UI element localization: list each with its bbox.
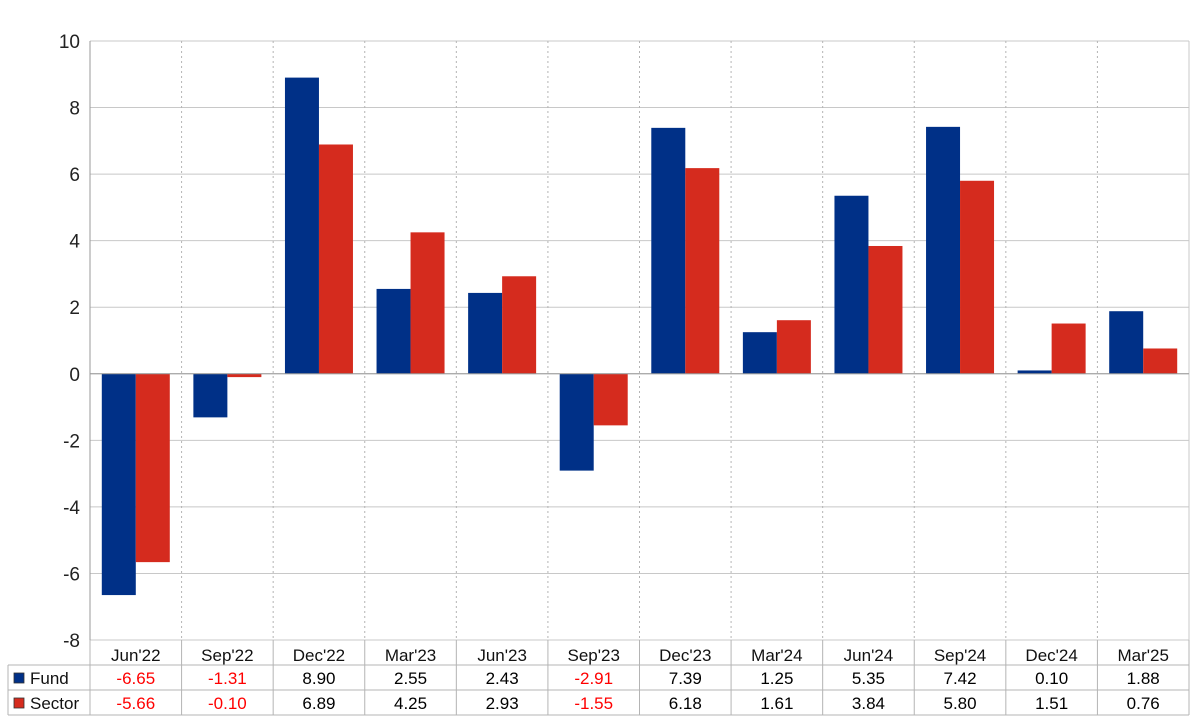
bar-fund: [1017, 370, 1052, 374]
bar-sector: [868, 245, 903, 374]
data-label-fund: 5.35: [852, 669, 885, 688]
data-label-fund: 7.39: [669, 669, 702, 688]
bar-fund: [468, 292, 503, 374]
data-label-fund: 0.10: [1035, 669, 1068, 688]
y-tick-label: -6: [63, 564, 80, 585]
data-label-fund: 8.90: [302, 669, 335, 688]
data-label-sector: 2.93: [486, 694, 519, 713]
bar-sector: [135, 373, 170, 563]
legend-label-fund: Fund: [30, 669, 69, 688]
y-tick-label: -4: [63, 498, 80, 519]
data-label-fund: 7.42: [943, 669, 976, 688]
data-label-fund: 1.88: [1127, 669, 1160, 688]
bar-fund: [376, 288, 411, 374]
bar-sector: [593, 373, 628, 426]
x-tick-label: Mar'24: [751, 646, 802, 665]
data-label-sector: 5.80: [943, 694, 976, 713]
bar-sector: [502, 276, 537, 374]
y-tick-label: 0: [69, 365, 80, 386]
bar-fund: [651, 127, 686, 374]
data-label-sector: 3.84: [852, 694, 885, 713]
bar-sector: [227, 373, 262, 378]
bar-sector: [960, 180, 995, 374]
data-label-fund: 2.43: [486, 669, 519, 688]
bar-fund: [926, 126, 961, 374]
bar-sector: [776, 320, 811, 374]
bar-sector: [410, 232, 445, 374]
bar-sector: [318, 144, 353, 374]
bar-sector: [1143, 348, 1178, 374]
data-label-fund: -2.91: [574, 669, 613, 688]
y-tick-label: 2: [69, 298, 80, 319]
data-label-sector: 6.89: [302, 694, 335, 713]
y-tick-label: 4: [69, 232, 80, 253]
bar-fund: [193, 373, 228, 418]
y-tick-label: -2: [63, 431, 80, 452]
x-tick-label: Dec'22: [293, 646, 345, 665]
data-label-sector: 4.25: [394, 694, 427, 713]
data-label-sector: -0.10: [208, 694, 247, 713]
data-label-fund: 1.25: [760, 669, 793, 688]
data-label-sector: -1.55: [574, 694, 613, 713]
data-label-fund: 2.55: [394, 669, 427, 688]
bar-sector: [685, 168, 720, 374]
data-label-sector: -5.66: [116, 694, 155, 713]
data-label-sector: 1.61: [760, 694, 793, 713]
x-tick-label: Jun'23: [477, 646, 527, 665]
x-tick-label: Sep'22: [201, 646, 253, 665]
legend-swatch-sector: [13, 697, 25, 709]
legend-swatch-fund: [13, 672, 25, 684]
x-tick-label: Jun'22: [111, 646, 161, 665]
x-tick-label: Dec'24: [1025, 646, 1077, 665]
data-label-sector: 1.51: [1035, 694, 1068, 713]
x-tick-label: Jun'24: [844, 646, 894, 665]
x-tick-label: Sep'23: [568, 646, 620, 665]
bar-fund: [101, 373, 136, 596]
x-tick-label: Mar'25: [1117, 646, 1168, 665]
bar-fund: [284, 77, 319, 374]
y-tick-label: -8: [63, 631, 80, 652]
bar-fund: [1109, 311, 1144, 374]
data-label-sector: 0.76: [1127, 694, 1160, 713]
x-tick-label: Sep'24: [934, 646, 986, 665]
data-label-fund: -1.31: [208, 669, 247, 688]
bar-fund: [742, 332, 777, 374]
x-tick-label: Mar'23: [385, 646, 436, 665]
data-label-fund: -6.65: [116, 669, 155, 688]
bar-fund: [834, 195, 869, 374]
data-label-sector: 6.18: [669, 694, 702, 713]
bar-fund: [559, 373, 594, 471]
y-tick-label: 6: [69, 165, 80, 186]
y-tick-label: 8: [69, 99, 80, 120]
bar-sector: [1051, 323, 1086, 374]
legend-label-sector: Sector: [30, 694, 79, 713]
x-tick-label: Dec'23: [659, 646, 711, 665]
y-tick-label: 10: [59, 32, 80, 53]
